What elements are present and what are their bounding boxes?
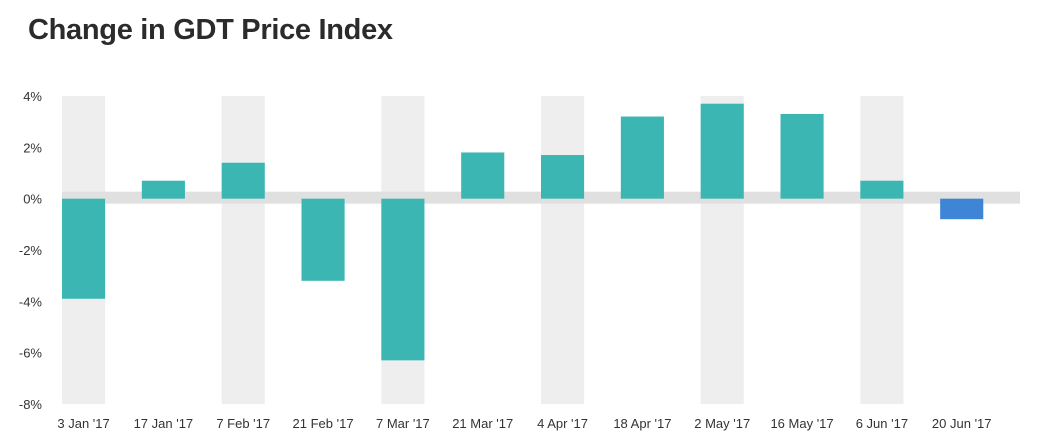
chart-title: Change in GDT Price Index [28,14,393,46]
y-tick-label: 2% [23,140,42,155]
x-tick-label: 21 Mar '17 [452,416,513,431]
x-tick-label: 20 Jun '17 [932,416,992,431]
x-axis-ticks: 3 Jan '17 17 Jan '17 7 Feb '17 21 Feb '17 7 … [57,416,991,431]
y-tick-label: -8% [19,397,43,412]
bar-4[interactable] [381,198,425,361]
x-tick-label: 21 Feb '17 [293,416,354,431]
bar-1[interactable] [141,180,185,199]
column-band [221,96,265,404]
x-tick-label: 3 Jan '17 [57,416,109,431]
y-tick-label: -6% [19,346,43,361]
bar-8[interactable] [700,103,744,199]
x-tick-label: 6 Jun '17 [856,416,908,431]
x-tick-label: 18 Apr '17 [613,416,671,431]
x-tick-label: 2 May '17 [694,416,750,431]
y-axis-ticks: 4% 2% 0% -2% -4% -6% -8% [19,89,43,412]
column-bands [62,96,904,404]
y-tick-label: -4% [19,294,43,309]
y-tick-label: -2% [19,243,43,258]
bar-9[interactable] [780,113,824,199]
bar-2[interactable] [221,162,265,199]
bar-7[interactable] [620,116,664,199]
y-tick-label: 4% [23,89,42,104]
bars [62,103,984,361]
x-tick-label: 7 Mar '17 [376,416,430,431]
x-tick-label: 7 Feb '17 [216,416,270,431]
bar-0[interactable] [62,198,106,299]
x-tick-label: 16 May '17 [770,416,833,431]
bar-11[interactable] [940,198,984,220]
bar-10[interactable] [860,180,904,199]
bar-3[interactable] [301,198,345,281]
x-tick-label: 17 Jan '17 [134,416,194,431]
column-band [541,96,585,404]
x-tick-label: 4 Apr '17 [537,416,588,431]
column-band [860,96,904,404]
y-tick-label: 0% [23,192,42,207]
bar-5[interactable] [461,152,505,199]
bar-6[interactable] [541,155,585,199]
